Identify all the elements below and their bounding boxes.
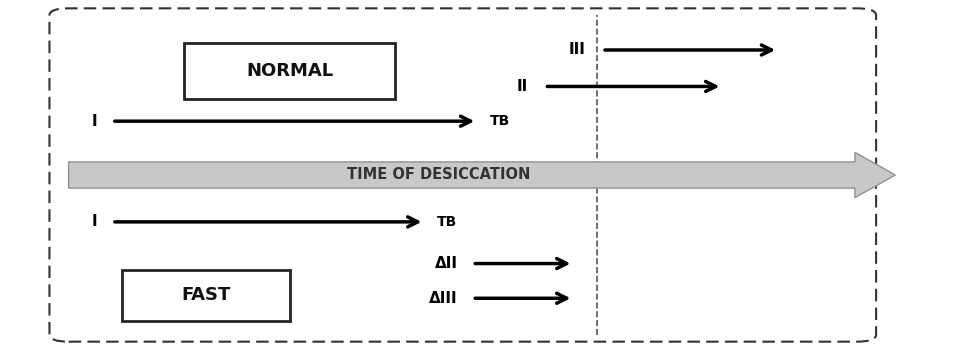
Text: ΔIII: ΔIII [429, 291, 458, 306]
FancyBboxPatch shape [184, 43, 395, 99]
Text: III: III [569, 42, 586, 57]
Text: II: II [517, 79, 528, 94]
Text: ΔII: ΔII [435, 256, 458, 271]
Text: NORMAL: NORMAL [246, 62, 334, 80]
Text: I: I [92, 214, 97, 229]
Text: I: I [92, 114, 97, 129]
FancyBboxPatch shape [121, 271, 290, 321]
FancyArrow shape [68, 153, 896, 197]
Text: FAST: FAST [181, 287, 230, 304]
Text: TIME OF DESICCATION: TIME OF DESICCATION [347, 168, 530, 182]
Text: TB: TB [490, 114, 510, 128]
Text: TB: TB [437, 215, 457, 229]
